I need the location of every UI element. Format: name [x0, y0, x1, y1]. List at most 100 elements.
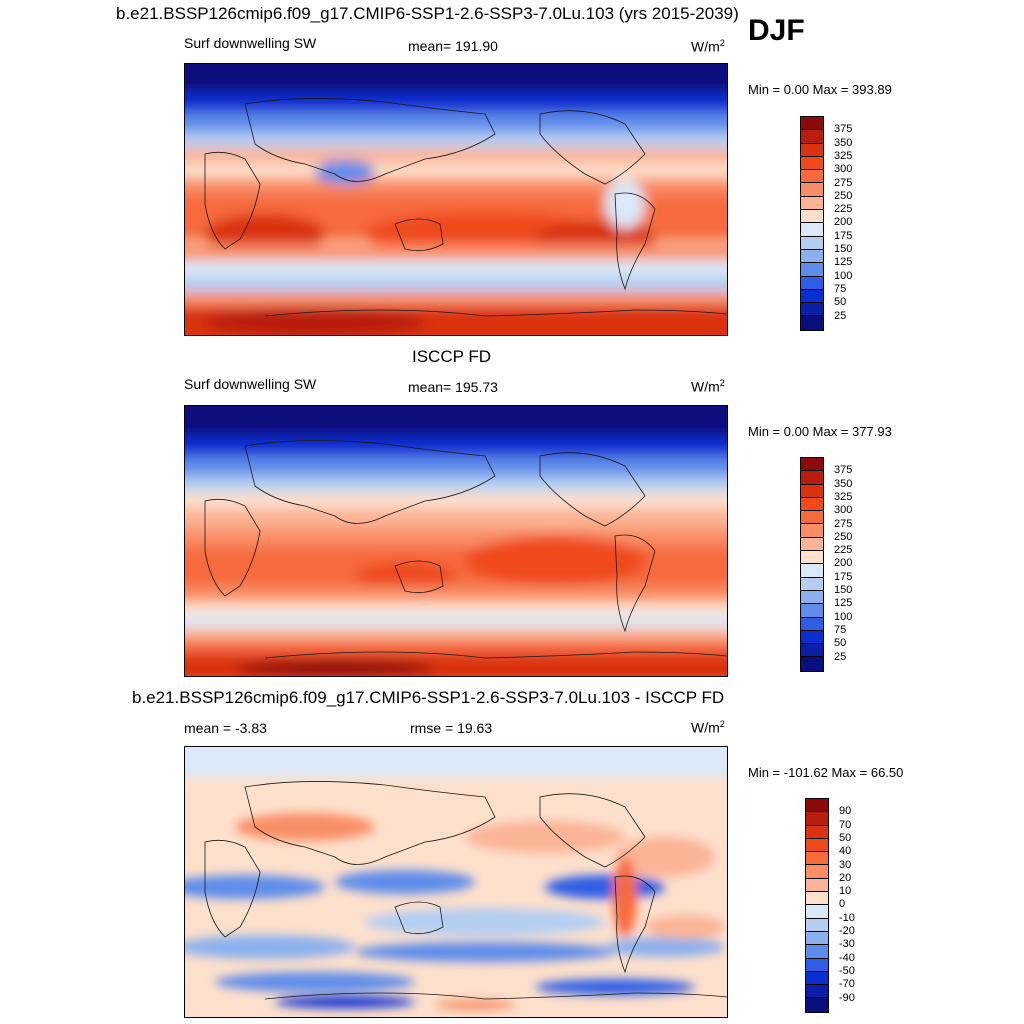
colorbar-segment [801, 263, 823, 277]
colorbar-segment [806, 892, 828, 906]
colorbar-segment [801, 143, 823, 157]
season-label: DJF [748, 14, 805, 47]
colorbar-segment [801, 289, 823, 304]
panel-2-mean-label: mean= 195.73 [408, 379, 498, 395]
colorbar-segment [801, 524, 823, 538]
colorbar-tick-label: -50 [839, 964, 855, 977]
colorbar-tick-label: 300 [834, 163, 853, 176]
panel-3-rmse-label: rmse = 19.63 [410, 720, 493, 736]
colorbar-segment [801, 223, 823, 237]
colorbar-tick-label: 375 [834, 464, 853, 477]
colorbar-tick-label: 175 [834, 570, 853, 583]
panel-3-title: b.e21.BSSP126cmip6.f09_g17.CMIP6-SSP1-2.… [132, 688, 725, 707]
colorbar-segment [801, 236, 823, 250]
colorbar-tick-label: 40 [839, 845, 852, 858]
colorbar-segment [801, 484, 823, 498]
panel-1-mean-label: mean= 191.90 [408, 38, 498, 54]
colorbar-tick-label: 325 [834, 149, 853, 162]
colorbar-tick-label: 150 [834, 243, 853, 255]
colorbar-tick-label: 300 [834, 504, 853, 517]
colorbar-tick-label: 20 [839, 871, 852, 884]
colorbar-tick-label: 75 [834, 282, 847, 295]
colorbar-segment [806, 945, 828, 959]
colorbar-tick-label: 200 [834, 216, 853, 229]
colorbar-tick-label: 225 [834, 544, 853, 557]
colorbar-tick-label: 200 [834, 557, 853, 570]
colorbar-tick-label: 90 [839, 805, 852, 818]
panel-1-minmax: Min = 0.00 Max = 393.89 [748, 82, 892, 97]
colorbar-segment [801, 644, 823, 658]
colorbar-tick-label: -90 [839, 991, 855, 1004]
colorbar-segment [801, 156, 823, 171]
colorbar-segment [806, 825, 828, 839]
colorbar-tick-label: 375 [834, 123, 853, 136]
colorbar-segment [806, 799, 828, 813]
panel-1-variable-label: Surf downwelling SW [184, 35, 317, 51]
colorbar-tick-label: 25 [834, 650, 847, 663]
colorbar-segment [801, 604, 823, 618]
colorbar-tick-label: 50 [834, 637, 847, 650]
colorbar-tick-label: -20 [839, 925, 855, 937]
colorbar-tick-label: -40 [839, 951, 855, 964]
panel-3-minmax: Min = -101.62 Max = 66.50 [748, 765, 904, 780]
colorbar-segment [801, 590, 823, 605]
colorbar-segment [801, 130, 823, 144]
colorbar-tick-label: 0 [839, 898, 846, 911]
colorbar-segment [801, 551, 823, 565]
colorbar-segment [801, 183, 823, 197]
colorbar-segment [801, 458, 823, 472]
panel-1-title: b.e21.BSSP126cmip6.f09_g17.CMIP6-SSP1-2.… [116, 4, 739, 23]
colorbar-segment [801, 564, 823, 578]
colorbar-segment [801, 511, 823, 525]
colorbar-segment [806, 918, 828, 932]
colorbar-segment [801, 210, 823, 224]
colorbar-segment [806, 985, 828, 999]
colorbar-segment [806, 905, 828, 919]
panel-2-variable-label: Surf downwelling SW [184, 376, 317, 392]
colorbar-segment [801, 657, 823, 671]
panel-1-units: W/m2 [691, 38, 725, 55]
colorbar-segment [806, 971, 828, 986]
colorbar-segment [801, 471, 823, 485]
colorbar-segment [801, 577, 823, 591]
colorbar-tick-label: 325 [834, 490, 853, 503]
colorbar-tick-label: 250 [834, 530, 853, 543]
colorbar-tick-label: 250 [834, 189, 853, 202]
colorbar-segment [801, 497, 823, 512]
colorbar-tick-label: 275 [834, 517, 853, 530]
colorbar-tick-label: 225 [834, 203, 853, 216]
colorbar-segment [806, 931, 828, 946]
colorbar-tick-label: 70 [839, 818, 852, 831]
colorbar-tick-label: 10 [839, 885, 852, 898]
colorbar-tick-label: -10 [839, 911, 855, 924]
colorbar-segment [801, 276, 823, 290]
colorbar-segment [806, 878, 828, 893]
colorbar-tick-label: 50 [834, 296, 847, 309]
colorbar-segment [801, 170, 823, 184]
colorbar-tick-label: 125 [834, 597, 853, 610]
colorbar-segment [801, 316, 823, 330]
colorbar-tick-label: 75 [834, 623, 847, 636]
colorbar-tick-label: 350 [834, 136, 853, 149]
colorbar-tick-label: 25 [834, 309, 847, 322]
colorbar-segment [801, 537, 823, 552]
colorbar-tick-label: 175 [834, 229, 853, 242]
panel-3-units: W/m2 [691, 719, 725, 736]
colorbar-tick-label: -30 [839, 938, 855, 951]
colorbar-tick-label: 350 [834, 477, 853, 490]
colorbar-segment [806, 852, 828, 866]
colorbar-segment [806, 958, 828, 972]
colorbar-segment [806, 998, 828, 1012]
colorbar-segment [806, 838, 828, 853]
colorbar-segment [801, 196, 823, 211]
colorbar-segment [801, 249, 823, 264]
panel-2-minmax: Min = 0.00 Max = 377.93 [748, 424, 892, 439]
colorbar-tick-label: -70 [839, 978, 855, 991]
panel-2-units: W/m2 [691, 378, 725, 395]
colorbar-segment [806, 865, 828, 879]
colorbar-segment [806, 812, 828, 826]
colorbar-tick-label: 275 [834, 176, 853, 189]
panel-1-map [184, 63, 728, 336]
colorbar-segment [801, 117, 823, 131]
panel-2-map [184, 405, 728, 677]
